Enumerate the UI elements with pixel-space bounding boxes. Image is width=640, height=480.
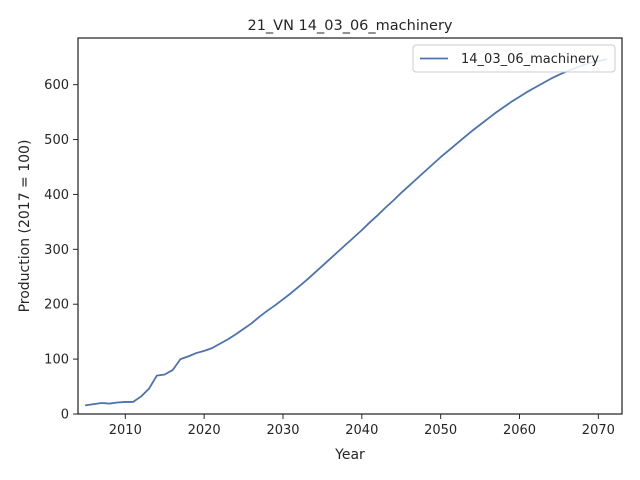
plot-area: 2010 2020 2030 2040 2050 2060 2070 0 100 200 300 40… — [44, 37, 623, 438]
x-axis-label: Year — [334, 447, 365, 463]
x-tick-label: 2070 — [582, 423, 615, 438]
legend-label: 14_03_06_machinery — [461, 52, 599, 67]
y-tick-label: 300 — [44, 243, 69, 258]
y-tick-label: 600 — [44, 78, 69, 93]
y-tick-label: 0 — [61, 408, 69, 423]
x-tick-label: 2060 — [503, 423, 536, 438]
x-tick-label: 2020 — [188, 423, 221, 438]
series-line-0 — [84, 58, 608, 407]
y-tick-label: 200 — [44, 298, 69, 313]
x-tick-label: 2030 — [266, 423, 299, 438]
chart-title: 21_VN 14_03_06_machinery — [247, 18, 452, 34]
x-tick-label: 2050 — [424, 423, 457, 438]
legend-box — [412, 44, 616, 73]
y-tick-label: 500 — [44, 133, 69, 148]
y-axis-label: Production (2017 = 100) — [17, 140, 33, 313]
y-tick-label: 400 — [44, 188, 69, 203]
x-tick-label: 2010 — [109, 423, 142, 438]
axes-frame — [77, 37, 623, 415]
legend: 14_03_06_machinery — [412, 44, 616, 73]
x-tick-label: 2040 — [345, 423, 378, 438]
y-tick-label: 100 — [44, 353, 69, 368]
